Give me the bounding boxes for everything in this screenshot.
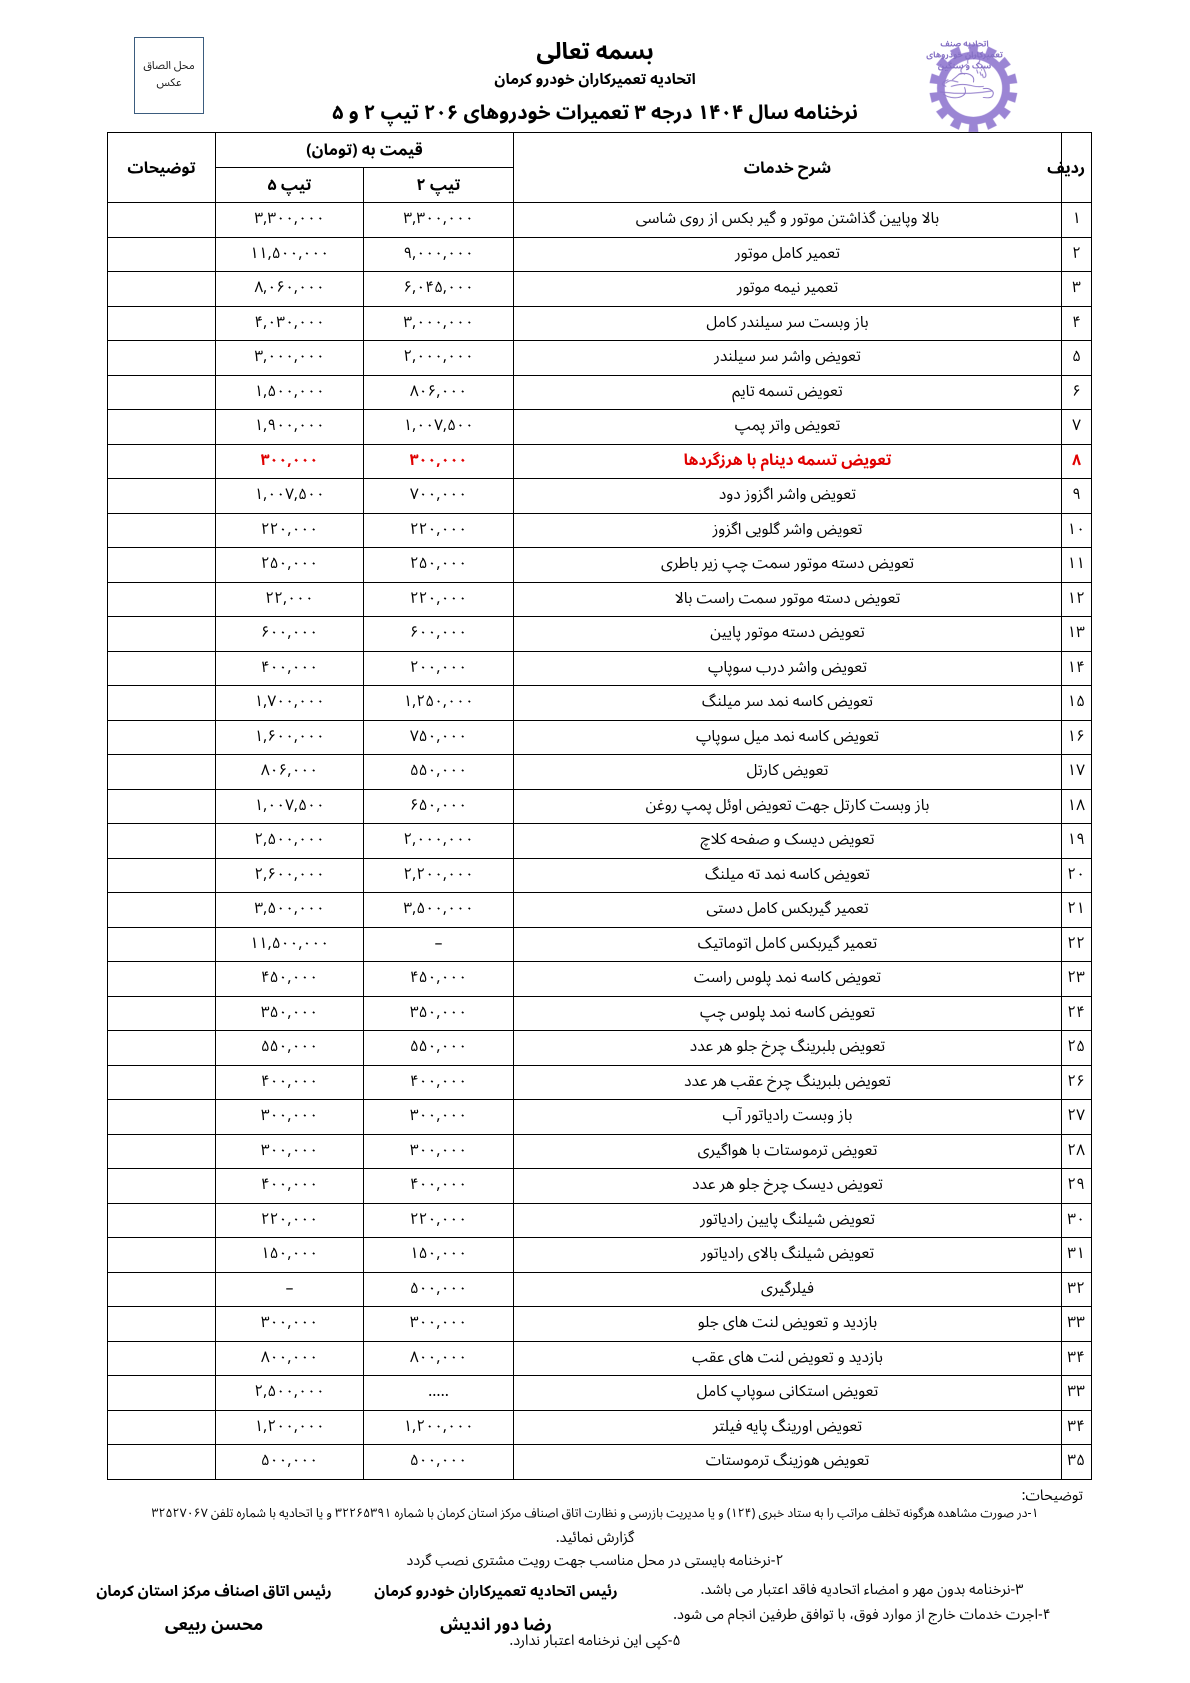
svg-text:سبک و سنگین: سبک و سنگین [938,58,991,76]
